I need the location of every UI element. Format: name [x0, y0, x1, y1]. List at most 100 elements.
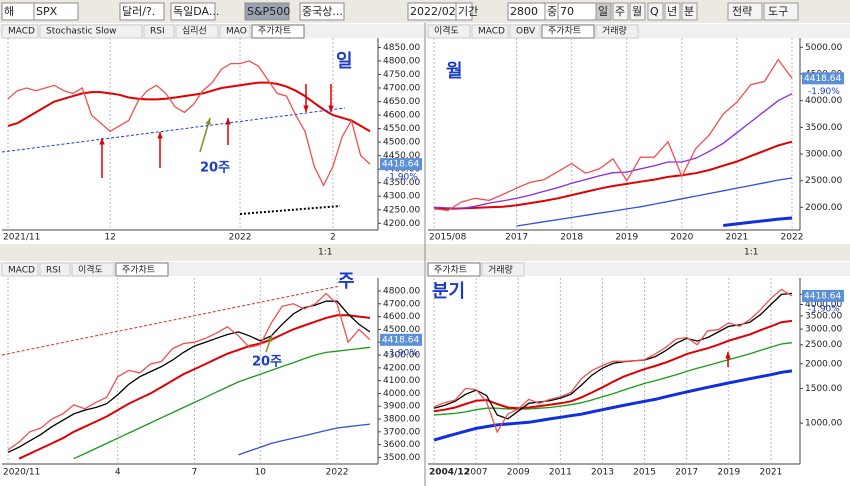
- toolbar-field[interactable]: [33, 2, 79, 21]
- toolbar-item[interactable]: 2800: [510, 5, 538, 18]
- x-tick-label: 2004/12: [429, 468, 470, 478]
- ma-line: [433, 319, 793, 413]
- toolbar-item[interactable]: 해: [4, 4, 14, 18]
- period-label[interactable]: 년: [667, 5, 677, 18]
- zoom-label[interactable]: 1:1: [318, 248, 332, 258]
- period-label[interactable]: 분: [684, 5, 694, 18]
- toolbar-item[interactable]: SPX: [36, 5, 58, 18]
- y-tick-label: 4100.00: [383, 376, 420, 386]
- toolbar-field[interactable]: [170, 2, 216, 21]
- arrow-head: [205, 118, 211, 125]
- tab[interactable]: [541, 24, 595, 39]
- change-label: -1.90%: [386, 348, 418, 358]
- y-tick-label: 4000.00: [805, 300, 842, 310]
- y-tick-label: 3900.00: [383, 402, 420, 412]
- toolbar-item[interactable]: 중국상...: [302, 5, 343, 18]
- y-tick-label: 4000.00: [383, 389, 420, 399]
- tab-label[interactable]: Stochastic Slow: [46, 27, 117, 37]
- tab[interactable]: [143, 24, 175, 39]
- y-tick-label: 4300.00: [383, 350, 420, 360]
- tab-bar: [426, 262, 850, 276]
- tab-label[interactable]: 이격도: [434, 25, 459, 37]
- period-label[interactable]: Q: [650, 5, 659, 18]
- tab[interactable]: [39, 262, 71, 277]
- tab[interactable]: [1, 262, 39, 277]
- toolbar-field[interactable]: [244, 2, 290, 21]
- period-label[interactable]: 월: [632, 5, 642, 18]
- y-tick-label: 4350.00: [383, 178, 420, 188]
- y-tick-label: 4700.00: [383, 299, 420, 309]
- tab-label[interactable]: MAO: [226, 27, 247, 37]
- tab[interactable]: [115, 262, 169, 277]
- tab-label[interactable]: 거래량: [602, 25, 627, 37]
- plot: [433, 288, 793, 442]
- period-button[interactable]: [681, 2, 698, 21]
- y-tick-label: 4500.00: [383, 325, 420, 335]
- tab-label[interactable]: MACD: [8, 27, 35, 37]
- toolbar-button[interactable]: [763, 2, 799, 21]
- tab-label[interactable]: 주가차트: [548, 25, 581, 37]
- y-tick-label: 3500.00: [805, 311, 842, 321]
- period-button[interactable]: [612, 2, 629, 21]
- period-label[interactable]: 주: [615, 5, 625, 18]
- tab-label[interactable]: MACD: [8, 266, 35, 276]
- tab-label[interactable]: 거래량: [488, 264, 513, 276]
- tab[interactable]: [509, 24, 541, 39]
- x-tick-label: 2022: [781, 233, 804, 243]
- tab[interactable]: [251, 24, 305, 39]
- tab-label[interactable]: 주가차트: [258, 25, 291, 37]
- last-price-box: [802, 289, 844, 302]
- last-price-box: [380, 158, 422, 171]
- trend-line: [1, 285, 341, 356]
- tab-label[interactable]: MACD: [478, 27, 505, 37]
- tab-label[interactable]: RSI: [46, 266, 61, 276]
- toolbar-item[interactable]: 중: [547, 5, 557, 18]
- toolbar-button-label[interactable]: 도구: [768, 5, 788, 18]
- last-price-label: 4418.64: [382, 160, 419, 170]
- tab-label[interactable]: 이격도: [78, 264, 103, 276]
- y-tick-label: 4450.00: [383, 151, 420, 161]
- arrow-head: [328, 105, 334, 112]
- ma-line: [238, 423, 371, 456]
- y-tick-label: 3700.00: [383, 427, 420, 437]
- tab[interactable]: [219, 24, 251, 39]
- tab-label[interactable]: 심리선: [182, 26, 207, 37]
- tab-label[interactable]: OBV: [516, 27, 536, 37]
- toolbar-field[interactable]: [455, 2, 473, 21]
- zoom-label[interactable]: 1:1: [744, 248, 758, 258]
- tab[interactable]: [39, 24, 143, 39]
- period-button[interactable]: [629, 2, 646, 21]
- y-tick-label: 4800.00: [383, 286, 420, 296]
- toolbar-button-label[interactable]: 전략: [732, 5, 752, 18]
- y-tick-label: 4600.00: [383, 312, 420, 322]
- tab-label[interactable]: RSI: [150, 27, 165, 37]
- tab[interactable]: [471, 24, 509, 39]
- tab[interactable]: [481, 262, 525, 277]
- x-tick-label: 7: [192, 468, 198, 478]
- tab-label[interactable]: 주가차트: [122, 264, 155, 276]
- period-label[interactable]: 일: [598, 4, 608, 18]
- y-tick-label: 4200.00: [383, 219, 420, 229]
- tab[interactable]: [427, 262, 481, 277]
- toolbar-item[interactable]: 70: [560, 5, 574, 18]
- y-tick-label: 4800.00: [383, 56, 420, 66]
- toolbar-item[interactable]: 달러/?.: [122, 5, 155, 18]
- toolbar-field[interactable]: [119, 2, 165, 21]
- toolbar-item[interactable]: S&P500: [247, 5, 290, 18]
- tab[interactable]: [1, 24, 39, 39]
- tab[interactable]: [595, 24, 639, 39]
- period-button[interactable]: [664, 2, 681, 21]
- tab[interactable]: [71, 262, 115, 277]
- toolbar-button[interactable]: [727, 2, 763, 21]
- period-button[interactable]: [647, 2, 664, 21]
- tab[interactable]: [175, 24, 219, 39]
- tab-label[interactable]: 주가차트: [434, 264, 467, 276]
- toolbar-item[interactable]: 기간: [458, 5, 478, 18]
- period-button[interactable]: [595, 2, 612, 21]
- toolbar-item[interactable]: 독일DA...: [173, 4, 219, 18]
- tab[interactable]: [427, 24, 471, 39]
- y-tick-label: 4550.00: [383, 124, 420, 134]
- y-tick-label: 4250.00: [383, 205, 420, 215]
- toolbar-field[interactable]: [299, 2, 345, 21]
